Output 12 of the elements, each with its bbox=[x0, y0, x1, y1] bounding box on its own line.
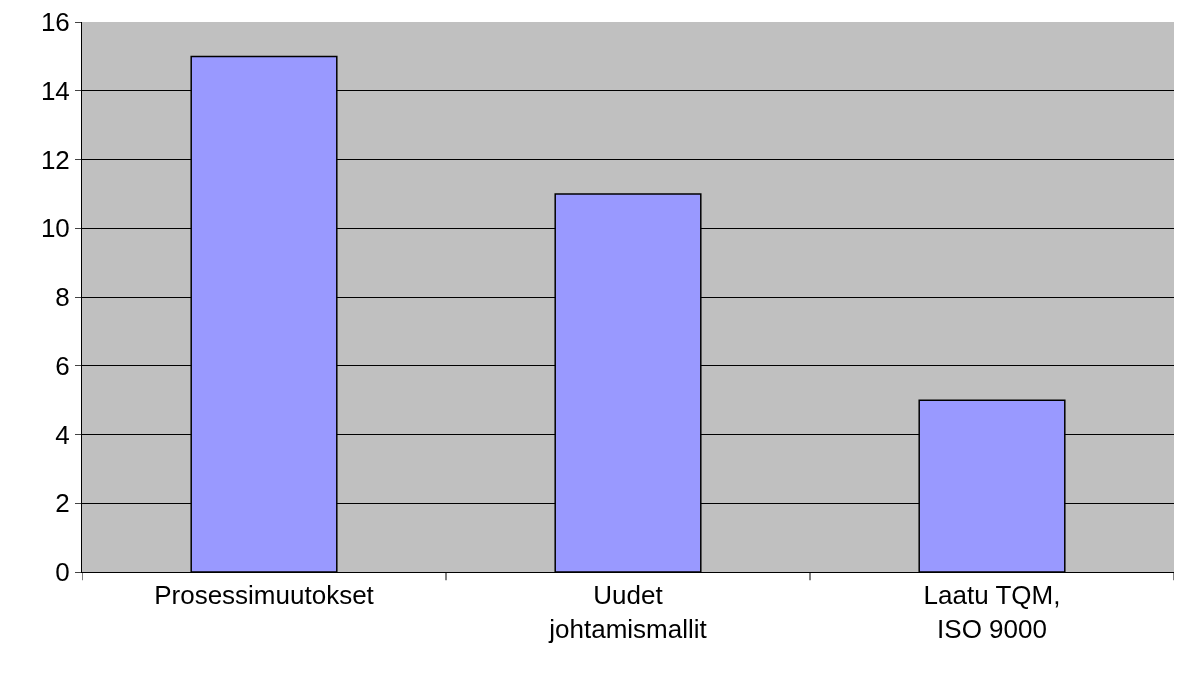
y-tick-label: 8 bbox=[55, 282, 70, 313]
x-tick-label: Uudet johtamismallit bbox=[548, 580, 708, 644]
y-tick-label: 10 bbox=[40, 213, 70, 244]
y-tick-label: 12 bbox=[40, 144, 70, 175]
y-tick-label: 4 bbox=[55, 419, 70, 450]
y-tick-label: 2 bbox=[55, 488, 70, 519]
x-tick-label: Laatu TQM, ISO 9000 bbox=[923, 580, 1061, 644]
x-tick-label: Prosessimuutokset bbox=[154, 580, 375, 611]
y-tick-label: 14 bbox=[40, 75, 70, 106]
y-tick-label: 6 bbox=[55, 350, 70, 381]
y-tick-label: 0 bbox=[55, 557, 70, 588]
y-tick-label: 16 bbox=[40, 7, 70, 38]
